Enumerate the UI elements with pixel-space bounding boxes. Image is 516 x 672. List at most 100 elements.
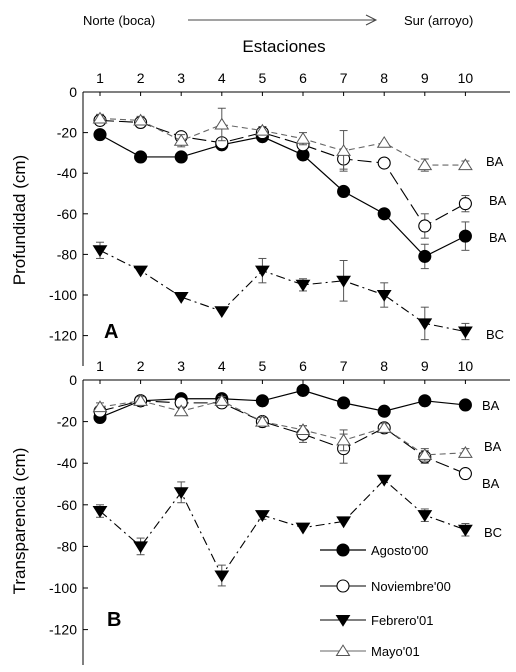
data-point <box>133 265 149 278</box>
data-point <box>254 414 270 427</box>
x-tick-label: 9 <box>421 358 429 374</box>
data-point <box>458 467 472 481</box>
data-point <box>457 326 473 339</box>
data-point <box>417 510 433 522</box>
legend-marker <box>335 644 351 657</box>
panel-b: 1 2 3 4 5 6 7 8 9 10 0 -20 -40 -60 -80 -100 -120 Transpar… <box>10 358 510 665</box>
legend-label: Agosto'00 <box>371 543 428 558</box>
data-point <box>337 184 351 199</box>
data-point <box>173 487 189 500</box>
data-point <box>254 510 270 522</box>
y-tick-label: -120 <box>49 328 77 344</box>
y-axis-label: Profundidad (cm) <box>10 155 29 285</box>
data-point <box>457 446 473 458</box>
data-point <box>336 433 352 446</box>
series-line <box>99 400 466 475</box>
series-group-label: BC <box>486 327 504 342</box>
data-point <box>376 135 392 148</box>
data-point <box>417 158 433 171</box>
y-tick-label: -80 <box>57 538 77 554</box>
data-point <box>376 474 392 487</box>
x-tick-label: 7 <box>340 70 348 86</box>
data-point <box>254 123 270 136</box>
direction-arrow-head <box>365 14 378 26</box>
panel-a: 1 2 3 4 5 6 7 8 9 10 0 -20 -40 -60 -80 -100 -120 Profundi… <box>10 70 510 366</box>
data-point <box>376 421 392 433</box>
data-point <box>337 396 351 410</box>
data-point <box>133 541 149 554</box>
x-tick-label: 6 <box>299 358 307 374</box>
x-tick-label: 7 <box>340 358 348 374</box>
y-tick-label: 0 <box>69 84 77 100</box>
data-point <box>214 117 230 130</box>
data-point <box>295 131 311 144</box>
y-tick-label: -80 <box>57 246 77 262</box>
x-tick-label: 4 <box>218 358 226 374</box>
data-point <box>92 400 108 413</box>
series-line <box>99 117 466 166</box>
x-tick-label: 3 <box>177 70 185 86</box>
data-point <box>92 111 108 124</box>
data-point <box>295 279 311 292</box>
x-tick-label: 8 <box>380 70 388 86</box>
legend-label: Mayo'01 <box>371 644 420 659</box>
data-point <box>336 516 352 529</box>
data-point <box>417 318 433 331</box>
data-point <box>173 404 189 417</box>
data-point <box>457 158 473 171</box>
series-group-label: BA <box>482 398 500 413</box>
legend-label: Febrero'01 <box>371 613 433 628</box>
legend: Agosto'00 Noviembre'00 Febrero'01 Mayo'01 <box>320 543 451 659</box>
data-point <box>336 144 352 156</box>
x-tick-label: 10 <box>458 358 474 374</box>
panel-label: B <box>107 609 121 631</box>
data-point <box>457 524 473 537</box>
y-tick-label: -20 <box>57 125 77 141</box>
data-point <box>92 245 108 258</box>
data-point <box>418 394 432 408</box>
series-line <box>99 119 466 227</box>
x-tick-label: 4 <box>218 70 226 86</box>
y-tick-label: -100 <box>49 580 77 596</box>
data-point <box>458 398 472 412</box>
x-tick-label: 2 <box>137 358 145 374</box>
series-line <box>99 389 466 418</box>
y-tick-label: -20 <box>57 414 77 430</box>
data-point <box>458 229 472 243</box>
data-point <box>377 156 391 170</box>
data-point <box>255 394 269 408</box>
legend-marker <box>336 543 350 557</box>
legend-marker <box>336 579 350 593</box>
y-tick-label: -120 <box>49 622 77 638</box>
y-tick-label: -40 <box>57 455 77 471</box>
data-point <box>134 150 148 164</box>
x-tick-label: 3 <box>177 358 185 374</box>
x-tick-label: 1 <box>96 70 104 86</box>
data-point <box>418 249 432 263</box>
data-point <box>214 394 230 406</box>
series-line <box>99 134 466 258</box>
series-line <box>99 400 466 456</box>
data-point <box>93 128 107 142</box>
series-group-label: BA <box>489 230 507 245</box>
legend-label: Noviembre'00 <box>371 579 451 594</box>
x-tick-label: 2 <box>137 70 145 86</box>
data-point <box>336 275 352 288</box>
data-point <box>418 219 432 233</box>
data-point <box>254 265 270 278</box>
y-axis-label: Transparencia (cm) <box>10 448 29 595</box>
series-group-label: BA <box>489 193 507 208</box>
x-tick-label: 6 <box>299 70 307 86</box>
data-point <box>377 207 391 221</box>
x-tick-label: 5 <box>259 358 267 374</box>
y-tick-label: -60 <box>57 497 77 513</box>
series-group-label: BC <box>484 525 502 540</box>
y-tick-label: -60 <box>57 206 77 222</box>
data-point <box>214 570 230 583</box>
series-line <box>99 249 466 333</box>
data-point <box>173 133 189 146</box>
data-point <box>377 404 391 418</box>
x-tick-label: 8 <box>380 358 388 374</box>
panel-label: A <box>104 321 118 343</box>
